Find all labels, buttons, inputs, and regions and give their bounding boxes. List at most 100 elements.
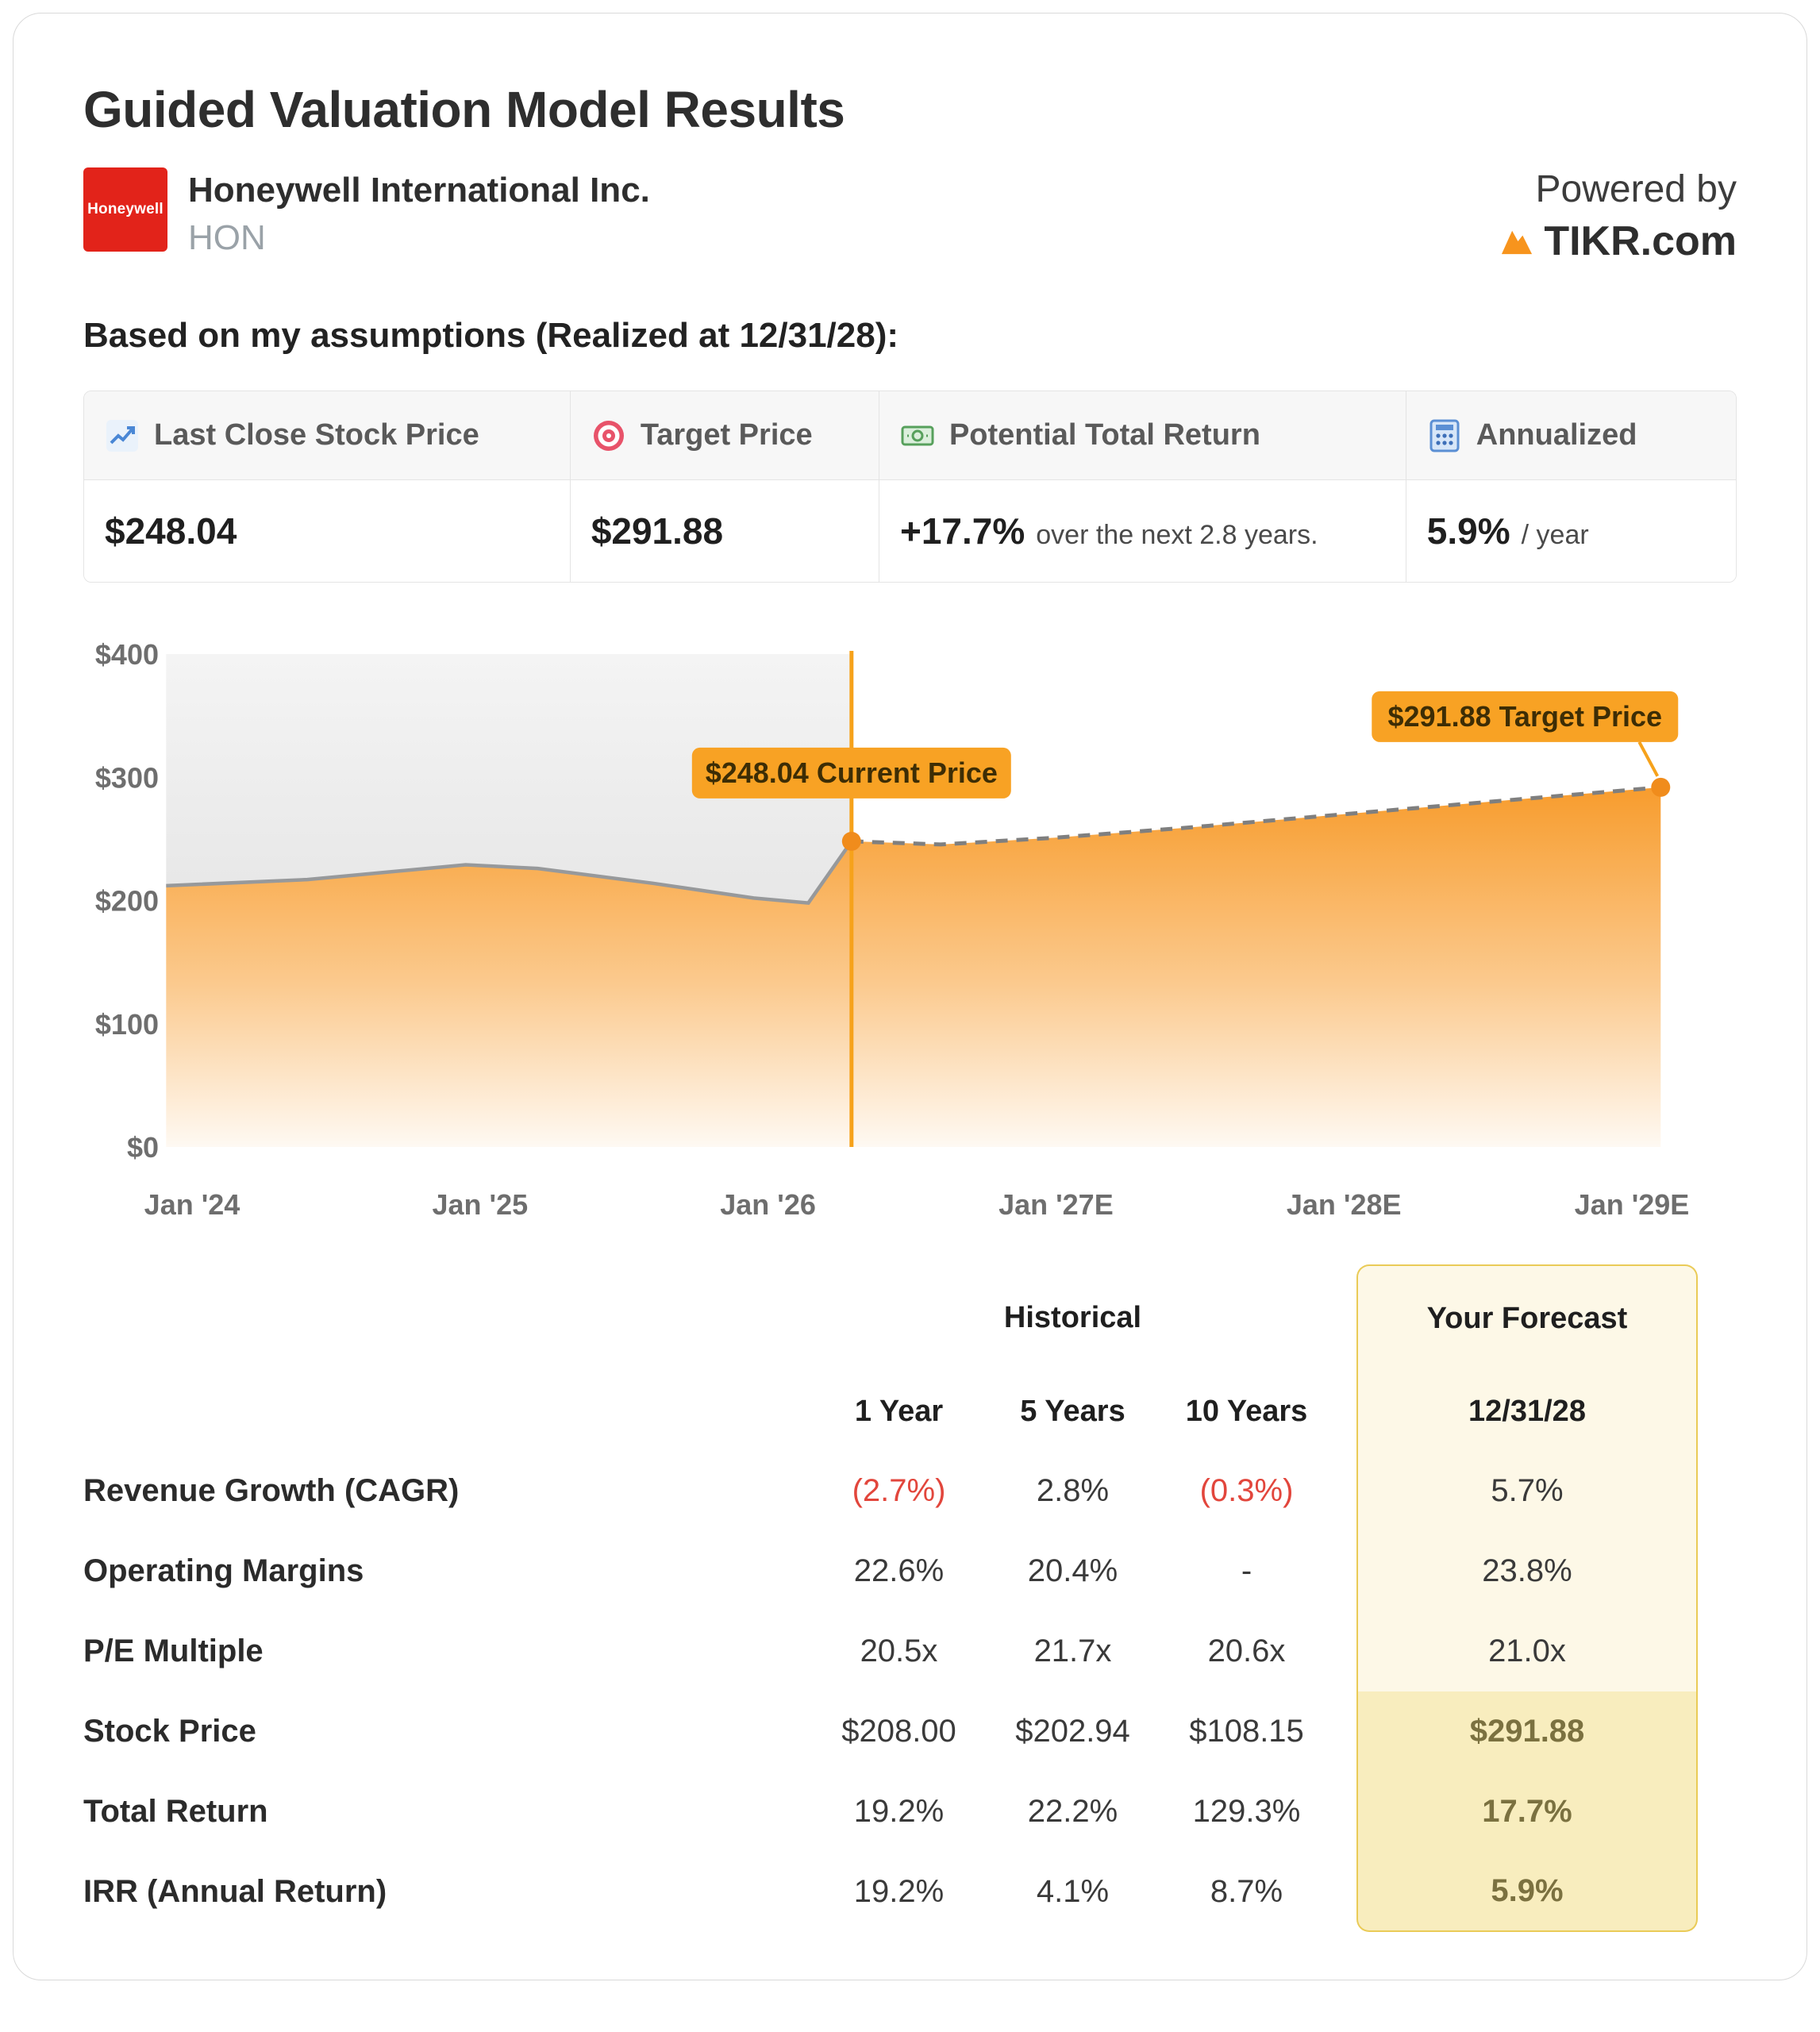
header-row: Honeywell Honeywell International Inc. H… [83,167,1737,265]
metric-value: (0.3%) [1199,1473,1294,1508]
metric-value: $208.00 [841,1714,956,1749]
historical-backdrop [166,654,852,903]
metrics-spacer [1333,1691,1356,1772]
target-icon [593,420,624,451]
metric-value: 129.3% [1192,1794,1301,1829]
valuation-results-card: Guided Valuation Model Results Honeywell… [13,13,1807,1980]
summary-label: Potential Total Return [948,418,1260,452]
x-axis-label: Jan '24 [144,1188,240,1221]
metric-row-label: IRR (Annual Return) [83,1874,387,1909]
summary-label: Target Price [640,418,813,452]
metric-value: 21.7x [1033,1634,1112,1668]
metric-row-label: Revenue Growth (CAGR) [83,1473,460,1508]
metric-row-label: P/E Multiple [83,1634,264,1668]
target-price-marker [1651,777,1671,797]
metric-row-label: Stock Price [83,1714,256,1749]
total-return-suffix: over the next 2.8 years. [1036,520,1318,550]
x-axis-label: Jan '29E [1575,1188,1690,1221]
metric-row-label: Total Return [83,1794,268,1829]
metrics-spacer [1333,1264,1356,1372]
y-axis-label: $300 [95,761,159,794]
company-block: Honeywell Honeywell International Inc. H… [83,167,650,258]
company-names: Honeywell International Inc. HON [188,167,650,258]
tikr-logo-icon [1502,230,1533,255]
current-price-marker [841,831,861,851]
forecast-date-header: 12/31/28 [1356,1372,1698,1451]
summary-value-target-price: $291.88 [569,480,879,582]
summary-header-total-return: Potential Total Return [878,391,1406,480]
metrics-corner [83,1264,812,1372]
company-ticker: HON [188,218,266,257]
calculator-icon [1429,419,1460,452]
col-header-1-year: 1 Year [854,1394,944,1428]
last-close-value: $248.04 [105,510,237,552]
metrics-spacer [1333,1531,1356,1611]
metric-value: 22.2% [1027,1794,1118,1829]
forecast-value: 23.8% [1356,1531,1698,1611]
metric-value: 22.6% [853,1553,945,1588]
metric-value: $202.94 [1015,1714,1130,1749]
y-axis-label: $400 [95,638,159,671]
honeywell-logo-text: Honeywell [87,201,164,217]
metrics-spacer [1333,1852,1356,1932]
y-axis-label: $200 [95,885,159,918]
powered-by-block: Powered by TIKR.com [1499,167,1737,265]
metric-row-label: Operating Margins [83,1553,364,1588]
summary-header-annualized: Annualized [1405,391,1736,480]
summary-header-target-price: Target Price [569,391,879,480]
historical-group-header: Historical [1003,1301,1142,1334]
col-header-10-years: 10 Years [1185,1394,1308,1428]
honeywell-logo: Honeywell [83,167,167,252]
metric-value: 20.6x [1207,1634,1286,1668]
metrics-table: Historical Your Forecast 1 Year 5 Years … [83,1264,1737,1932]
x-axis-labels: Jan '24 Jan '25 Jan '26 Jan '27E Jan '28E Jan… [144,1188,1690,1221]
metric-value: 4.1% [1036,1874,1110,1909]
metric-value: (2.7%) [852,1473,946,1508]
forecast-value: 21.0x [1356,1611,1698,1691]
metric-value: - [1241,1553,1252,1588]
forecast-value: 5.9% [1356,1852,1698,1932]
x-axis-label: Jan '28E [1287,1188,1402,1221]
summary-label: Annualized [1476,418,1637,452]
x-axis-label: Jan '26 [720,1188,816,1221]
y-axis-label: $100 [95,1008,159,1041]
metric-value: 2.8% [1036,1473,1110,1508]
summary-value-annualized: 5.9% / year [1405,480,1736,582]
summary-table: Last Close Stock Price Target Price Pote… [83,391,1737,583]
y-axis-label: $0 [127,1131,159,1164]
forecast-value: 5.7% [1356,1451,1698,1531]
annualized-suffix: / year [1521,520,1589,550]
price-chart: $0 $100 $200 $300 $400 Jan '24 Jan '25 Jan '26… [95,638,1690,1221]
tikr-brand-text: TIKR.com [1544,218,1737,264]
metrics-corner [83,1372,812,1451]
price-area-fill [166,787,1661,1147]
forecast-value: $291.88 [1356,1691,1698,1772]
metric-value: 19.2% [853,1874,945,1909]
metrics-spacer [1333,1772,1356,1852]
svg-text:$291.88 Target Price: $291.88 Target Price [1387,700,1662,733]
metrics-spacer [1333,1451,1356,1531]
company-name: Honeywell International Inc. [188,171,650,210]
metric-value: $108.15 [1189,1714,1304,1749]
metric-value: 19.2% [853,1794,945,1829]
target-price-badge: $291.88 Target Price [1372,691,1679,742]
powered-by-label: Powered by [1535,168,1737,210]
target-badge-connector [1637,741,1660,777]
tikr-brand: TIKR.com [1499,217,1737,265]
total-return-value: +17.7% [899,510,1025,552]
banknote-icon [901,425,934,445]
forecast-group-header: Your Forecast [1356,1264,1698,1372]
metric-value: 20.5x [860,1634,938,1668]
summary-label: Last Close Stock Price [154,418,479,452]
summary-value-total-return: +17.7% over the next 2.8 years. [878,480,1406,582]
forecast-value: 17.7% [1356,1772,1698,1852]
line-chart-icon [106,419,138,452]
annualized-value: 5.9% [1426,510,1510,552]
x-axis-label: Jan '25 [432,1188,528,1221]
target-price-value: $291.88 [591,510,724,552]
current-price-badge: $248.04 Current Price [691,747,1011,799]
historical-price-line [166,840,853,905]
svg-text:$248.04 Current Price: $248.04 Current Price [706,756,998,789]
y-axis-labels: $0 $100 $200 $300 $400 [95,638,159,1164]
chart-section: $0 $100 $200 $300 $400 Jan '24 Jan '25 Jan '26… [83,637,1737,1252]
